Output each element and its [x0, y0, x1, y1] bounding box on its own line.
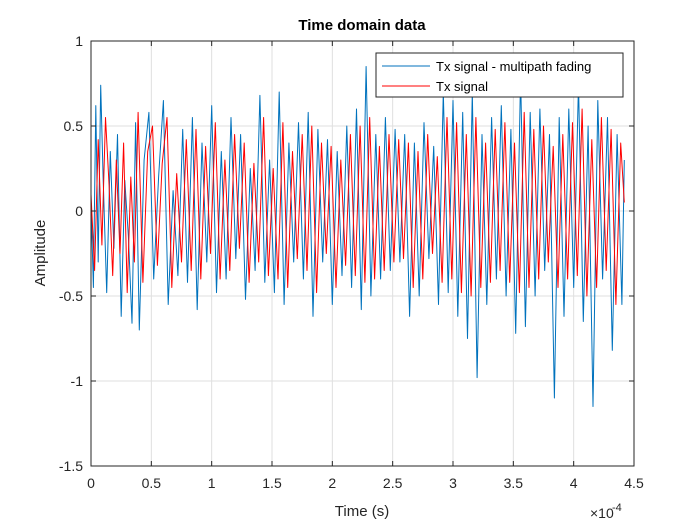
legend-label-tx: Tx signal — [436, 79, 488, 94]
x-axis-label: Time (s) — [335, 503, 389, 520]
tick-layer: 0 0.5 1 1.5 2 2.5 3 3.5 4 4.5 -1.5 -1 -0.5 0 0.5 1 — [59, 33, 644, 491]
y-tick-label: -1 — [71, 373, 84, 389]
x-tick-label: 0 — [87, 475, 95, 491]
x-tick-label: 2 — [328, 475, 336, 491]
series-line-multipath — [90, 66, 625, 407]
x-tick-label: 2.5 — [383, 475, 403, 491]
x-tick-label: 1.5 — [262, 475, 282, 491]
legend-label-multipath: Tx signal - multipath fading — [436, 59, 591, 74]
x-exponent: ×10 -4 — [590, 502, 622, 521]
x-tick-label: 3 — [449, 475, 457, 491]
x-exponent-base: ×10 — [590, 505, 614, 521]
x-exponent-power: -4 — [612, 502, 622, 514]
series-layer — [90, 66, 625, 407]
y-tick-label: -1.5 — [59, 458, 83, 474]
legend: Tx signal - multipath fading Tx signal — [375, 52, 624, 98]
series-line-tx — [90, 108, 625, 305]
chart-title: Time domain data — [298, 17, 426, 34]
x-tick-label: 4.5 — [624, 475, 644, 491]
plot-frame — [90, 40, 635, 467]
y-tick-label: 1 — [75, 33, 83, 49]
x-tick-label: 0.5 — [142, 475, 162, 491]
x-tick-label: 3.5 — [504, 475, 524, 491]
x-tick-label: 4 — [570, 475, 578, 491]
y-tick-label: -0.5 — [59, 288, 83, 304]
y-tick-label: 0.5 — [64, 118, 84, 134]
y-tick-label: 0 — [75, 203, 83, 219]
x-tick-label: 1 — [208, 475, 216, 491]
y-axis-label: Amplitude — [32, 220, 49, 287]
legend-box — [375, 52, 624, 98]
